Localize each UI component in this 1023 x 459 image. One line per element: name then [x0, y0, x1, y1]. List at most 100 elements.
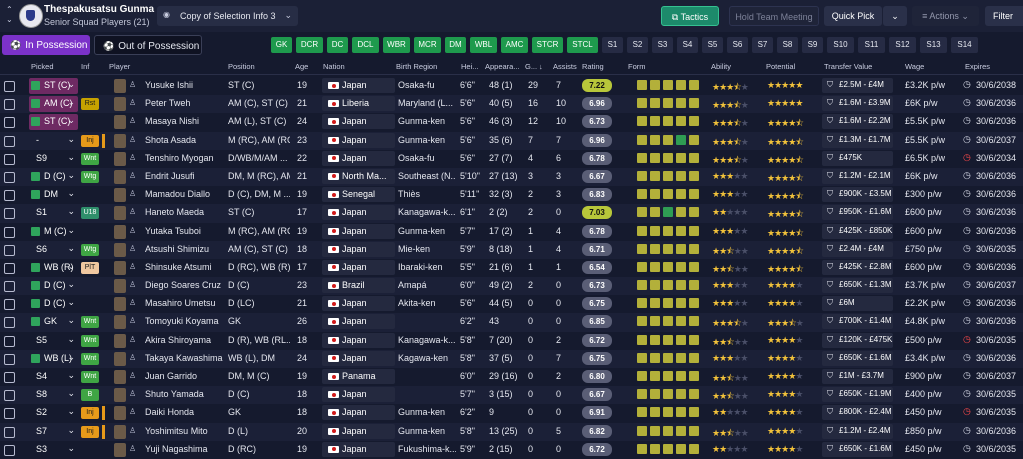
- col-expires[interactable]: Expires: [965, 62, 991, 71]
- position-chip-s10[interactable]: S10: [827, 37, 854, 53]
- table-row[interactable]: S9 ⌄ Wnt ♙ Tenshiro Myogan D/WB/M/AM ... 22 Jap…: [0, 150, 1023, 168]
- row-checkbox[interactable]: [4, 281, 15, 293]
- position-chip-s9[interactable]: S9: [802, 37, 823, 53]
- nation-badge[interactable]: Japan: [322, 132, 395, 148]
- transfer-value-badge[interactable]: ⛉ £1.6M - £3.9M: [822, 96, 893, 112]
- position-chip-s8[interactable]: S8: [777, 37, 798, 53]
- player-name[interactable]: Mamadou Diallo: [145, 189, 211, 200]
- nation-badge[interactable]: Japan: [322, 259, 395, 275]
- position-chip-dc[interactable]: DC: [327, 37, 348, 53]
- player-name[interactable]: Daiki Honda: [145, 407, 195, 418]
- transfer-value-badge[interactable]: ⛉ £650K - £1.6M: [822, 350, 893, 366]
- transfer-value-badge[interactable]: ⛉ £700K - £1.4M: [822, 314, 893, 330]
- nation-badge[interactable]: Japan: [322, 114, 395, 130]
- picked-selector[interactable]: M (C) ⌄: [29, 224, 78, 240]
- nation-badge[interactable]: Japan: [322, 205, 395, 221]
- position-chip-s3[interactable]: S3: [652, 37, 673, 53]
- picked-selector[interactable]: ST (C) ⌄: [29, 114, 78, 131]
- col-picked[interactable]: Picked: [31, 62, 54, 71]
- nation-badge[interactable]: Japan: [322, 296, 395, 312]
- transfer-value-badge[interactable]: ⛉ £475K: [822, 150, 893, 166]
- nation-badge[interactable]: Japan: [322, 223, 395, 239]
- player-name[interactable]: Tomoyuki Koyama: [145, 316, 219, 327]
- table-row[interactable]: GK ⌄ Wnt ♙ Tomoyuki Koyama GK 26 Japan 6'2" 43 0 0 6…: [0, 313, 1023, 332]
- player-name[interactable]: Masaya Nishi: [145, 116, 200, 127]
- picked-selector[interactable]: WB (L) ⌄: [29, 351, 78, 367]
- row-checkbox[interactable]: [4, 226, 15, 238]
- club-switch-chevrons-icon[interactable]: ⌃ ⌄: [6, 5, 13, 24]
- table-row[interactable]: M (C) ⌄ ♙ Yutaka Tsuboi M (RC), AM (RC) 19 Jap…: [0, 223, 1023, 241]
- row-checkbox[interactable]: [4, 335, 15, 347]
- col-ability[interactable]: Ability: [711, 62, 732, 71]
- transfer-value-badge[interactable]: ⛉ £6M: [822, 296, 893, 312]
- col-potential[interactable]: Potential: [766, 62, 796, 71]
- position-chip-s11[interactable]: S11: [858, 37, 885, 53]
- nation-badge[interactable]: Japan: [322, 78, 395, 93]
- col-form[interactable]: Form: [628, 62, 646, 71]
- position-chip-s14[interactable]: S14: [951, 37, 978, 53]
- table-row[interactable]: ST (C) ⌄ ♙ Yusuke Ishii ST (C) 19 Japan Osaka-f…: [0, 77, 1023, 95]
- tab-in-possession[interactable]: ⚽ In Possession: [2, 35, 90, 55]
- player-name[interactable]: Shota Asada: [145, 134, 197, 145]
- position-chip-wbl[interactable]: WBL: [470, 37, 497, 53]
- col-transfer-value[interactable]: Transfer Value: [824, 62, 873, 71]
- position-chip-s7[interactable]: S7: [752, 37, 773, 53]
- transfer-value-badge[interactable]: ⛉ £1.2M - £2.1M: [822, 168, 893, 184]
- row-checkbox[interactable]: [4, 372, 15, 383]
- row-checkbox[interactable]: [4, 317, 15, 329]
- table-row[interactable]: WB (R) ⌄ PlT ♙ Shinsuke Atsumi D (RC), WB (R)…: [0, 259, 1023, 277]
- table-row[interactable]: S7 ⌄ Inj ♙ Yoshimitsu Mito D (L) 20 Japan Gunma-…: [0, 422, 1023, 441]
- transfer-value-badge[interactable]: ⛉ £2.4M - £4M: [822, 241, 893, 257]
- transfer-value-badge[interactable]: ⛉ £650K - £1.3M: [822, 278, 893, 294]
- player-name[interactable]: Shinsuke Atsumi: [145, 261, 212, 272]
- player-name[interactable]: Yutaka Tsuboi: [145, 225, 201, 236]
- row-checkbox[interactable]: [4, 299, 15, 311]
- nation-badge[interactable]: Senegal: [322, 187, 395, 203]
- picked-selector[interactable]: WB (R) ⌄: [29, 260, 78, 276]
- position-chip-gk[interactable]: GK: [271, 37, 292, 53]
- nation-badge[interactable]: Japan: [322, 332, 395, 348]
- table-row[interactable]: ST (C) ⌄ ♙ Masaya Nishi AM (L), ST (C) 24 Japa…: [0, 113, 1023, 131]
- position-chip-s2[interactable]: S2: [627, 37, 648, 53]
- transfer-value-badge[interactable]: ⛉ £1.6M - £2.2M: [822, 114, 893, 130]
- transfer-value-badge[interactable]: ⛉ £425K - £2.8M: [822, 259, 893, 275]
- nation-badge[interactable]: Japan: [322, 441, 395, 457]
- player-name[interactable]: Juan Garrido: [145, 371, 198, 381]
- nation-badge[interactable]: Japan: [322, 241, 395, 257]
- row-checkbox[interactable]: [4, 390, 15, 402]
- picked-selector[interactable]: D (C) ⌄: [29, 296, 78, 312]
- row-checkbox[interactable]: [4, 153, 15, 165]
- hold-team-meeting-button[interactable]: Hold Team Meeting: [729, 6, 819, 26]
- picked-selector[interactable]: ST (C) ⌄: [29, 78, 78, 94]
- info-badge[interactable]: U18: [81, 207, 99, 220]
- picked-selector[interactable]: AM (C) ⌄: [29, 96, 78, 113]
- nation-badge[interactable]: Japan: [322, 405, 395, 421]
- picked-selector[interactable]: S3 ⌄: [29, 442, 78, 458]
- info-badge[interactable]: Wnt: [81, 352, 99, 365]
- position-chip-s4[interactable]: S4: [677, 37, 698, 53]
- player-name[interactable]: Tenshiro Myogan: [145, 152, 214, 163]
- picked-selector[interactable]: S9 ⌄: [29, 151, 78, 167]
- table-row[interactable]: S4 ⌄ Wnt ♙ Juan Garrido DM, M (C) 19 Panama 6'0"…: [0, 368, 1023, 386]
- player-name[interactable]: Endrit Jusufi: [145, 170, 195, 181]
- table-row[interactable]: DM ⌄ ♙ Mamadou Diallo D (C), DM, M ... 19 Sene…: [0, 186, 1023, 204]
- info-badge[interactable]: Wtg: [81, 243, 99, 256]
- transfer-value-badge[interactable]: ⛉ £800K - £2.4M: [822, 405, 893, 421]
- position-chip-s5[interactable]: S5: [702, 37, 723, 53]
- row-checkbox[interactable]: [4, 262, 15, 274]
- transfer-value-badge[interactable]: ⛉ £900K - £3.5M: [822, 187, 893, 203]
- col-nation[interactable]: Nation: [323, 62, 345, 71]
- nation-badge[interactable]: Japan: [322, 314, 395, 330]
- col-rating[interactable]: Rating: [582, 62, 604, 71]
- picked-selector[interactable]: - ⌄: [29, 133, 78, 149]
- table-row[interactable]: WB (L) ⌄ Wnt ♙ Takaya Kawashima WB (L), DM 24 J…: [0, 349, 1023, 368]
- info-badge[interactable]: Wnt: [81, 316, 99, 329]
- info-badge[interactable]: Rst: [81, 98, 99, 111]
- info-badge[interactable]: PlT: [81, 261, 99, 274]
- position-chip-s1[interactable]: S1: [602, 37, 623, 53]
- picked-selector[interactable]: S2 ⌄: [29, 405, 78, 421]
- row-checkbox[interactable]: [4, 408, 15, 420]
- player-name[interactable]: Takaya Kawashima: [145, 352, 223, 363]
- tactics-button[interactable]: ⧉ Tactics: [661, 6, 719, 26]
